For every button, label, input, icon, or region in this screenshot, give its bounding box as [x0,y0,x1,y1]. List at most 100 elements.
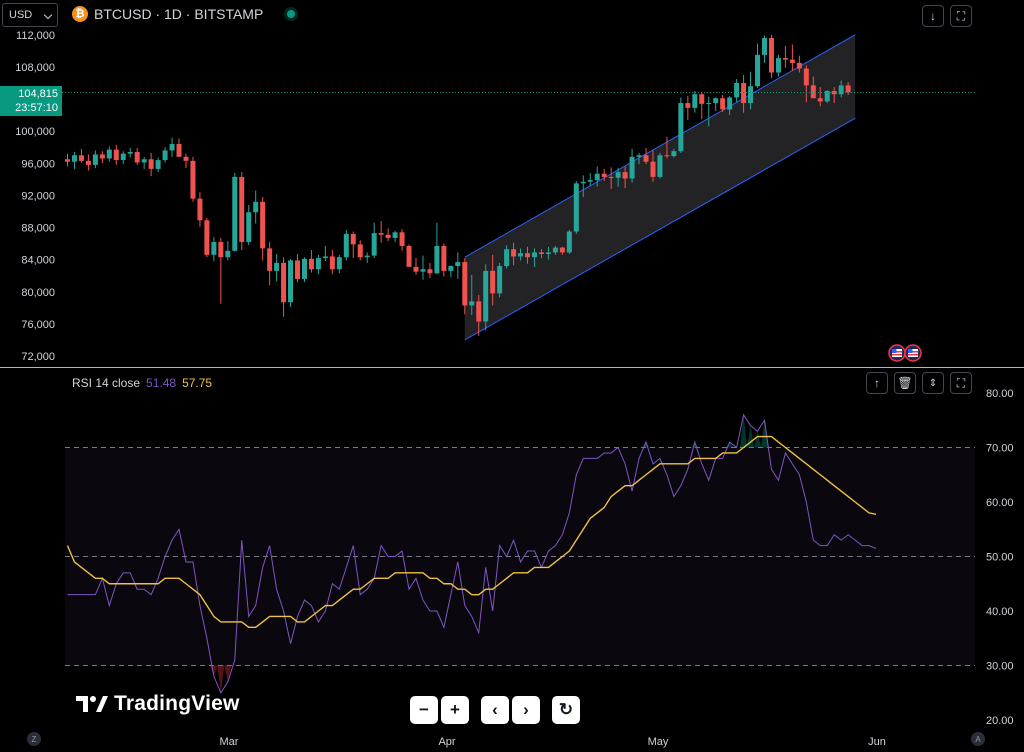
price-tick-label: 92,000 [21,190,55,202]
candle-body [552,247,558,253]
candle-body [413,266,419,272]
maximize-pane-icon[interactable]: ⛶ [950,372,972,394]
candle-body [322,256,328,259]
brand-name: TradingView [114,692,240,715]
price-tick-label: 84,000 [21,255,55,267]
symbol-header[interactable]: ₿ BTCUSD · 1D · BITSTAMP [72,6,296,22]
candle-body [692,94,698,108]
candle-body [511,249,517,257]
candle-body [455,262,461,267]
move-pane-up-icon[interactable]: ↑ [866,372,888,394]
candle-body [78,155,84,161]
channel-fill [464,34,856,340]
candle-body [399,232,405,246]
candle-body [253,201,259,213]
candle-body [197,198,203,221]
candle-body [755,54,761,87]
candle-body [99,154,105,159]
candle-body [671,151,677,157]
candle-body [566,231,572,253]
delete-pane-icon[interactable]: 🗑 [894,372,916,394]
candle-body [643,155,649,162]
rsi-legend[interactable]: RSI 14 close 51.48 57.75 [72,376,212,390]
time-tick-label: Apr [438,736,455,748]
candle-body [775,58,781,73]
channel-lower-line [464,117,856,341]
candle-body [727,97,733,110]
tradingview-logo: TradingView [76,692,240,716]
candle-body [364,255,370,258]
candle-body [329,256,335,270]
candle-body [106,149,112,159]
candle-body [141,159,147,163]
fullscreen-icon[interactable]: ⛶ [950,5,972,27]
candle-body [232,176,238,251]
candle-body [504,249,510,267]
last-price-label: 104,815 23:57:10 [0,86,62,116]
candle-body [587,180,593,182]
rsi-tick-label: 60.00 [986,497,1014,509]
flag-field [892,349,902,357]
zoom-in-button[interactable]: + [441,696,469,724]
candle-body [406,245,412,267]
candle-body [699,94,705,104]
zoom-out-button[interactable]: − [410,696,438,724]
bar-countdown: 23:57:10 [15,102,58,114]
candle-body [469,301,475,306]
collapse-pane-icon[interactable]: ⇕ [922,372,944,394]
candle-body [260,201,266,249]
candle-body [336,257,342,270]
candle-body [706,103,712,105]
parallel-channel-drawing[interactable] [464,34,856,341]
candle-body [789,59,795,63]
auto-scale-toggle[interactable]: A [971,732,985,746]
candle-body [281,262,287,303]
candle-body [664,155,670,157]
candle-body [636,155,642,157]
candle-body [817,98,823,102]
us-flag-event-icon [904,344,922,362]
tradingview-mark-icon [76,696,108,712]
candle-body [218,241,224,258]
rsi-series [66,413,877,694]
price-tick-label: 100,000 [15,126,55,138]
rsi-legend-value: 51.48 [146,376,177,390]
currency-select[interactable]: USD [2,3,58,27]
download-icon[interactable]: ↓ [922,5,944,27]
rsi-tick-label: 20.00 [986,715,1014,727]
candle-body [378,233,384,235]
scroll-left-button[interactable]: ‹ [481,696,509,724]
candle-body [845,85,851,93]
rsi-tick-label: 50.00 [986,552,1014,564]
candle-body [148,159,154,169]
candle-body [441,245,447,271]
rsi-tick-label: 30.00 [986,661,1014,673]
candle-body [169,144,175,151]
candlestick-series [65,34,851,336]
candle-body [176,144,182,157]
candle-body [734,82,740,98]
candle-body [810,85,816,99]
candle-body [741,82,747,104]
candle-body [308,258,314,270]
candle-body [420,269,426,272]
rsi-legend-title: RSI 14 close [72,376,141,390]
candle-body [301,258,307,279]
reset-chart-button[interactable]: ↻ [552,696,580,724]
rsi-tick-label: 80.00 [986,388,1014,400]
candle-body [559,247,565,253]
flag-field [908,349,918,357]
timezone-toggle[interactable]: Z [27,732,41,746]
candle-body [782,58,788,60]
candle-body [274,262,280,271]
candle-body [497,266,503,294]
candle-body [601,173,607,177]
candle-body [768,38,774,73]
candle-body [573,183,579,232]
time-tick-label: Jun [868,736,886,748]
candle-body [831,91,837,95]
scroll-right-button[interactable]: › [512,696,540,724]
candle-body [357,244,363,258]
candle-body [392,232,398,238]
candle-body [211,241,217,255]
